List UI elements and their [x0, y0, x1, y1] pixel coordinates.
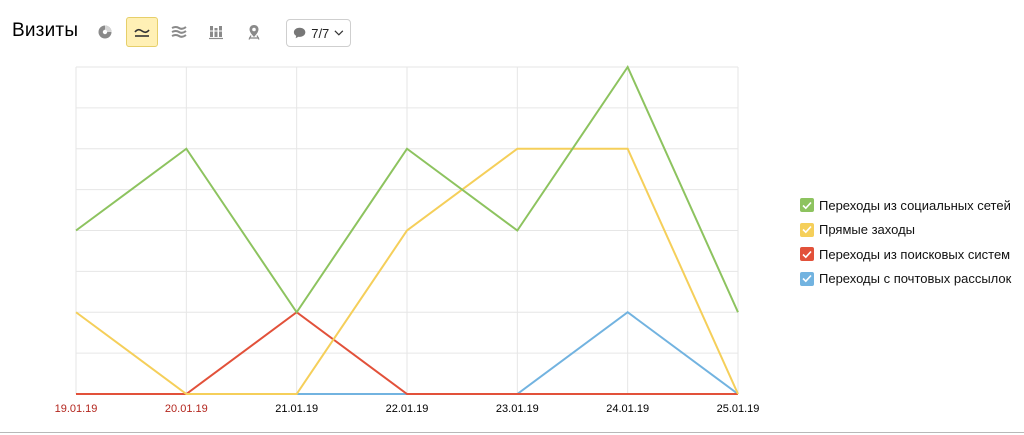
- x-tick-label: 19.01.19: [55, 403, 98, 415]
- x-tick-label: 24.01.19: [606, 403, 649, 415]
- x-tick-label: 22.01.19: [386, 403, 429, 415]
- legend-item[interactable]: Прямые заходы: [800, 221, 1011, 239]
- legend-label: Переходы из поисковых систем: [819, 246, 1011, 262]
- legend-item[interactable]: Переходы из социальных сетей: [800, 196, 1011, 214]
- notes-count: 7/7: [311, 25, 330, 41]
- x-axis-tick-labels: 19.01.19 20.01.19 21.01.19 22.01.19 23.01.19…: [55, 403, 760, 415]
- legend-item[interactable]: Переходы из поисковых систем: [800, 245, 1011, 263]
- pie-chart-button[interactable]: [89, 17, 121, 47]
- chart-series: [75, 64, 739, 395]
- chart-legend: Переходы из социальных сетей Прямые заход…: [800, 196, 1011, 294]
- legend-label: Прямые заходы: [819, 222, 916, 237]
- speech-bubble-icon: [293, 27, 306, 39]
- x-tick-label: 23.01.19: [496, 403, 539, 415]
- x-tick-label: 20.01.19: [165, 403, 208, 415]
- chart-title: Визиты: [12, 20, 79, 41]
- stacked-area-icon: [171, 26, 187, 38]
- checkbox-checked-icon[interactable]: [800, 198, 814, 212]
- legend-item[interactable]: Переходы с почтовых рассылок: [800, 270, 1011, 288]
- x-tick-label: 25.01.19: [717, 403, 760, 415]
- area-chart-button[interactable]: [163, 17, 195, 47]
- stacked-bar-icon: [209, 26, 223, 40]
- checkbox-checked-icon[interactable]: [800, 271, 814, 286]
- chevron-down-icon: [334, 30, 344, 36]
- map-button[interactable]: [238, 17, 270, 47]
- notes-dropdown[interactable]: 7/7: [286, 19, 351, 47]
- map-pin-icon: [248, 25, 260, 40]
- series-line[interactable]: [75, 64, 739, 315]
- x-tick-label: 21.01.19: [275, 403, 318, 415]
- series-line[interactable]: [75, 147, 739, 395]
- legend-label: Переходы из социальных сетей: [819, 197, 1011, 213]
- line-chart-button[interactable]: [126, 17, 158, 47]
- legend-label: Переходы с почтовых рассылок: [819, 271, 1012, 286]
- pie-chart-icon: [98, 25, 112, 39]
- checkbox-checked-icon[interactable]: [800, 222, 814, 237]
- bar-chart-button[interactable]: [200, 17, 232, 47]
- line-chart-icon: [134, 28, 150, 37]
- checkbox-checked-icon[interactable]: [800, 247, 814, 261]
- divider: [0, 432, 1024, 433]
